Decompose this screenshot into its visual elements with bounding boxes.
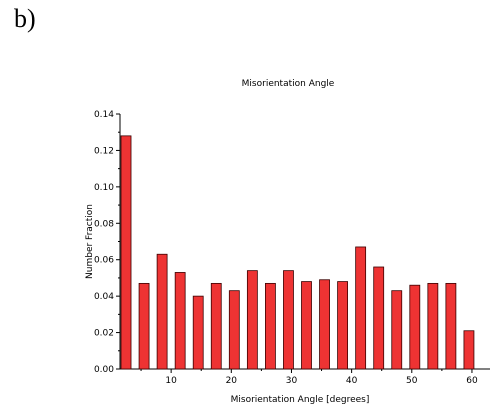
chart-title: Misorientation Angle [242, 79, 335, 89]
y-axis-title: Number Fraction [85, 204, 95, 279]
bar [445, 282, 457, 370]
bar [463, 330, 475, 370]
bar [337, 281, 349, 370]
bar [120, 135, 132, 370]
y-tick-label: 0.00 [94, 365, 114, 375]
y-tick-label: 0.10 [94, 183, 114, 193]
bar [265, 282, 276, 370]
panel-label: b) [14, 4, 36, 33]
y-tick-label: 0.02 [94, 329, 114, 339]
x-tick-label: 20 [226, 376, 238, 386]
y-tick-label: 0.08 [94, 219, 114, 229]
y-tick-label: 0.12 [94, 146, 114, 156]
bar [210, 282, 222, 370]
bar [192, 295, 204, 370]
x-tick-label: 10 [165, 376, 177, 386]
bar [174, 272, 186, 370]
bar [246, 270, 258, 370]
x-tick-label: 30 [286, 376, 298, 386]
y-tick-label: 0.04 [94, 292, 114, 302]
y-axis-ticks: 0.00 0.02 0.04 0.06 0.08 0.10 0.12 0.14 [94, 110, 120, 375]
y-tick-label: 0.06 [94, 256, 114, 266]
bar [391, 290, 403, 370]
bar [283, 270, 294, 370]
bar [427, 282, 439, 370]
y-tick-label: 0.14 [94, 110, 114, 120]
bars [120, 135, 475, 370]
bar [409, 284, 421, 370]
bar [228, 290, 240, 370]
x-axis-title: Misorientation Angle [degrees] [231, 395, 370, 405]
x-tick-label: 40 [346, 376, 358, 386]
x-tick-label: 50 [406, 376, 418, 386]
bar [355, 246, 367, 370]
bar [373, 266, 385, 370]
x-tick-label: 60 [466, 376, 478, 386]
x-axis-ticks: 10 20 30 40 50 60 [140, 369, 478, 386]
bar [156, 253, 168, 370]
bar [138, 282, 150, 370]
bar [301, 281, 312, 370]
bar [319, 279, 330, 370]
